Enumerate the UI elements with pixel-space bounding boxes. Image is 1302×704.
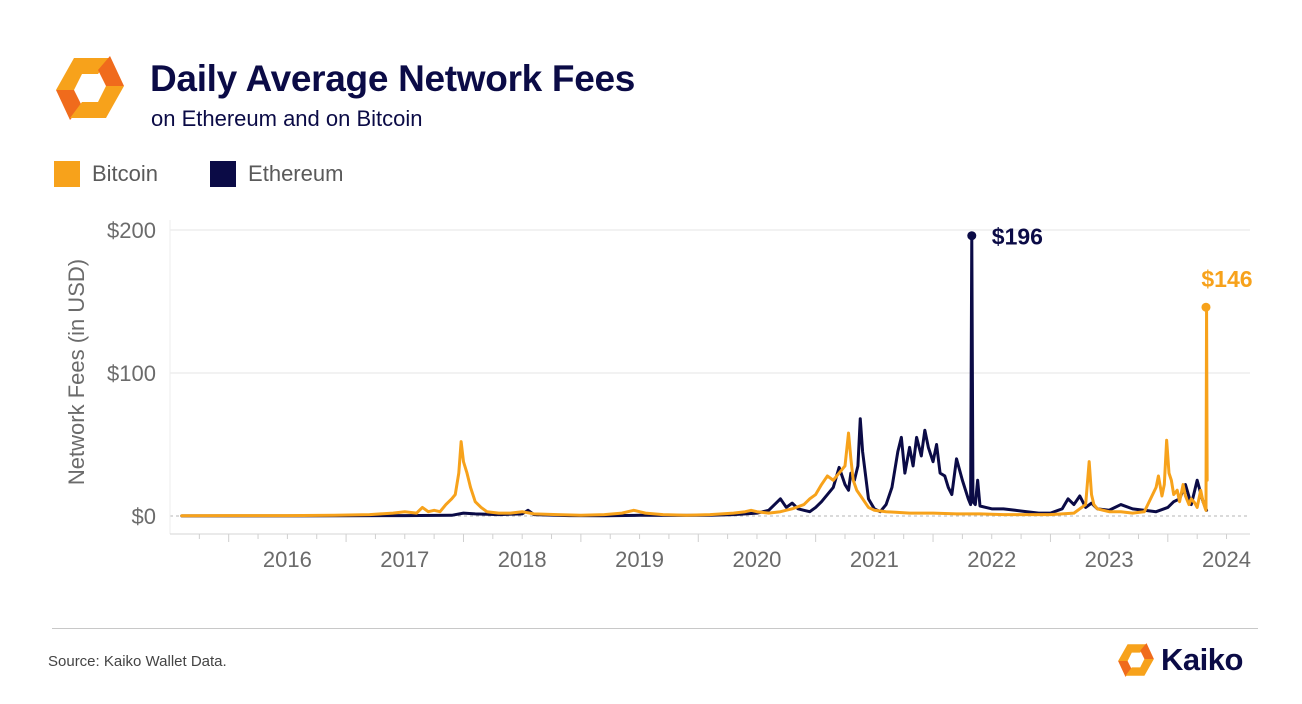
peak-marker-ethereum xyxy=(967,231,977,241)
footer-divider xyxy=(52,628,1258,629)
x-tick-label: 2024 xyxy=(1202,547,1251,572)
peak-label-ethereum: $196 xyxy=(992,224,1043,250)
peak-label-bitcoin: $146 xyxy=(1201,266,1252,292)
brand-name: Kaiko xyxy=(1161,642,1243,677)
x-tick-label: 2018 xyxy=(498,547,547,572)
x-tick-label: 2019 xyxy=(615,547,664,572)
legend-label-ethereum: Ethereum xyxy=(248,161,344,186)
chart-subtitle: on Ethereum and on Bitcoin xyxy=(151,106,423,131)
peak-marker-bitcoin xyxy=(1201,302,1211,312)
x-tick-label: 2021 xyxy=(850,547,899,572)
network-fees-chart: $0 $100 $200 2016 2017 2018 2019 2020 2021 2022 20… xyxy=(64,218,1253,572)
x-tick-label: 2023 xyxy=(1085,547,1134,572)
source-note: Source: Kaiko Wallet Data. xyxy=(48,653,227,670)
chart-title: Daily Average Network Fees xyxy=(150,58,636,99)
y-tick-label: $100 xyxy=(107,361,156,386)
series-line-bitcoin xyxy=(180,305,1209,518)
legend-label-bitcoin: Bitcoin xyxy=(92,161,159,186)
kaiko-brand-icon xyxy=(1118,643,1154,677)
y-tick-label: $0 xyxy=(132,504,156,529)
x-tick-label: 2022 xyxy=(967,547,1016,572)
y-axis-label: Network Fees (in USD) xyxy=(64,259,89,485)
x-tick-label: 2017 xyxy=(380,547,429,572)
legend: Bitcoin Ethereum xyxy=(54,161,395,187)
kaiko-logo-icon xyxy=(56,56,124,120)
series-layer xyxy=(180,234,1209,518)
x-tick-label: 2020 xyxy=(732,547,781,572)
legend-item-ethereum: Ethereum xyxy=(210,161,343,187)
legend-item-bitcoin: Bitcoin xyxy=(54,161,158,187)
legend-swatch-bitcoin xyxy=(54,161,80,187)
series-line-ethereum xyxy=(180,234,1209,518)
brand-mark: Kaiko xyxy=(1116,641,1243,679)
annotation-layer: $196 $146 xyxy=(967,224,1253,312)
axis-layer: $0 $100 $200 2016 2017 2018 2019 2020 2021 2022 20… xyxy=(107,218,1251,572)
x-tick-label: 2016 xyxy=(263,547,312,572)
y-tick-label: $200 xyxy=(107,218,156,243)
legend-swatch-ethereum xyxy=(210,161,237,187)
